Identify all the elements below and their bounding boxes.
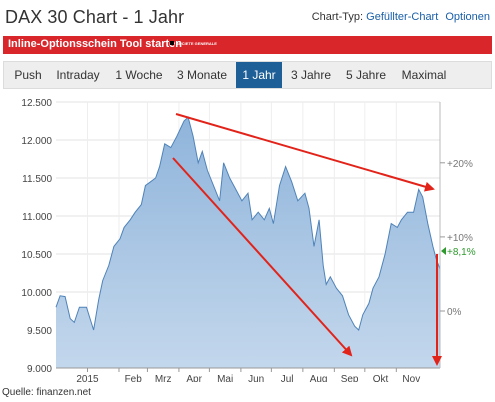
options-link[interactable]: Optionen — [445, 11, 490, 23]
chart-svg: 9.000 9.500 10.000 10.500 11.000 11.500 12.000… — [21, 98, 476, 382]
right-tick-label: 0% — [447, 307, 462, 318]
tab-label: Intraday — [56, 68, 100, 82]
chart-type-selector: Chart-Typ: Gefüllter-Chart Optionen — [312, 11, 490, 23]
x-tick-label: Jun — [248, 374, 264, 382]
tab-label: 1 Woche — [115, 68, 163, 82]
y-tick-label: 9.000 — [27, 364, 52, 375]
time-range-tabs: Push Intraday 1 Woche 3 Monate 1 Jahr 3 … — [3, 61, 492, 89]
x-tick-label: Nov — [402, 374, 420, 382]
chart-header: DAX 30 Chart - 1 Jahr Chart-Typ: Gefüllt… — [0, 0, 495, 30]
tab-label: Maximal — [401, 68, 447, 82]
x-tick-label: Feb — [125, 374, 143, 382]
societe-generale-logo-icon — [170, 41, 174, 45]
tab-label: Push — [14, 68, 42, 82]
y-tick-label: 9.500 — [27, 326, 52, 337]
tab-intraday[interactable]: Intraday — [50, 62, 106, 88]
tab-label: 5 Jahre — [345, 68, 387, 82]
tab-label: 3 Jahre — [290, 68, 332, 82]
trend-arrow-upper — [175, 113, 435, 192]
right-tick-label: +20% — [447, 159, 473, 170]
x-tick-label: Apr — [186, 374, 202, 382]
tab-push[interactable]: Push — [8, 62, 48, 88]
tab-label: 1 Jahr — [242, 68, 276, 82]
x-tick-label: Okt — [373, 374, 389, 382]
banner-label: Inline-Optionsschein Tool starten — [8, 38, 182, 50]
y-tick-label: 12.500 — [21, 98, 52, 109]
tab-5-jahre[interactable]: 5 Jahre — [341, 62, 391, 88]
chart-type-link[interactable]: Gefüllter-Chart — [366, 11, 439, 23]
y-tick-label: 12.000 — [21, 136, 52, 147]
y-tick-label: 11.000 — [22, 212, 52, 223]
x-tick-label: Sep — [341, 374, 359, 382]
chart-type-label: Chart-Typ: — [311, 11, 364, 23]
x-tick-label: Mrz — [155, 374, 172, 382]
x-tick-label: Jul — [281, 374, 294, 382]
tab-label: 3 Monate — [176, 68, 228, 82]
trend-arrow-lower — [172, 157, 353, 357]
right-tick-label: +10% — [447, 233, 473, 244]
x-tick-label: 2015 — [76, 374, 99, 382]
brand-logo-text: SOCIETE GENERALE — [176, 41, 217, 46]
price-chart[interactable]: 9.000 9.500 10.000 10.500 11.000 11.500 12.000… — [0, 92, 495, 382]
x-tick-label: Mai — [217, 374, 233, 382]
y-tick-label: 10.000 — [21, 288, 52, 299]
tab-3-monate[interactable]: 3 Monate — [172, 62, 232, 88]
current-change-label: +8,1% — [447, 247, 476, 258]
tab-1-jahr[interactable]: 1 Jahr — [236, 62, 282, 88]
price-area — [56, 117, 440, 368]
x-tick-label: Aug — [310, 374, 328, 382]
source-caption: Quelle: finanzen.net — [2, 387, 91, 398]
y-tick-label: 10.500 — [21, 250, 52, 261]
page-title: DAX 30 Chart - 1 Jahr — [5, 7, 185, 27]
y-tick-label: 11.500 — [22, 174, 52, 185]
tab-1-woche[interactable]: 1 Woche — [110, 62, 168, 88]
current-value-marker-icon — [441, 246, 446, 255]
tab-maximal[interactable]: Maximal — [396, 62, 452, 88]
price-line — [55, 116, 441, 331]
tab-3-jahre[interactable]: 3 Jahre — [286, 62, 336, 88]
inline-options-tool-banner[interactable]: Inline-Optionsschein Tool starten SOCIET… — [3, 36, 492, 54]
